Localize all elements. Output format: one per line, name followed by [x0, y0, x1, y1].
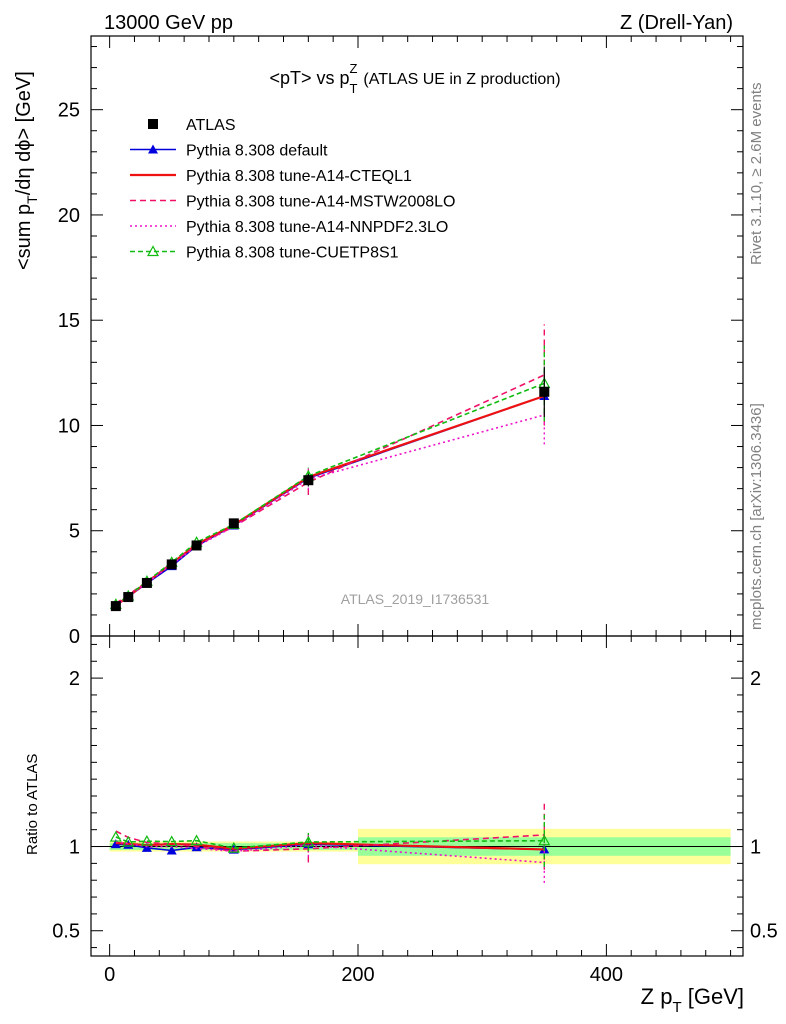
- ratio-series-line-3: [115, 840, 545, 864]
- y-axis-label: <sum pT/dη dϕ> [GeV]: [13, 71, 40, 270]
- ratio-panel: 0 200 400 0.5 0.5 1 1 2 2: [52, 635, 778, 986]
- ratio-series-point-4: [140, 834, 153, 846]
- ratio-series-point-4: [109, 830, 122, 842]
- legend: ATLAS Pythia 8.308 default Pythia 8.308 tu…: [130, 117, 455, 262]
- ratio-series-line-0: [115, 843, 545, 852]
- legend-label: Pythia 8.308 tune-A14-CTEQL1: [186, 168, 412, 185]
- data-point: [191, 540, 202, 551]
- legend-label: Pythia 8.308 default: [186, 143, 328, 160]
- x-tick-label: 400: [590, 964, 623, 986]
- ratio-y-tick-label: 2: [69, 668, 80, 690]
- ratio-series-line-2: [115, 830, 545, 853]
- x-tick-label: 0: [104, 964, 115, 986]
- legend-label: ATLAS: [186, 117, 236, 134]
- data-point: [228, 518, 239, 529]
- data-point: [539, 386, 550, 397]
- mcplots-label: mcplots.cern.ch [arXiv:1306.3436]: [748, 403, 765, 630]
- header-left-label: 13000 GeV pp: [104, 12, 233, 34]
- series-line-4: [115, 382, 545, 606]
- y-tick-label: 10: [58, 415, 80, 437]
- y-tick-label: 20: [58, 205, 80, 227]
- y-tick-label: 25: [58, 100, 80, 122]
- y-tick-label: 5: [69, 521, 80, 543]
- y-tick-label: 0: [69, 626, 80, 648]
- ratio-series-point-4: [122, 835, 135, 847]
- data-point: [303, 475, 314, 486]
- legend-marker-data: [148, 119, 158, 129]
- rivet-version-label: Rivet 3.1.10, ≥ 2.6M events: [748, 83, 765, 266]
- legend-marker-4: [146, 245, 160, 257]
- chart-title: <pT> vs pZ T(ATLAS UE in Z production): [269, 61, 560, 96]
- main-frame: [90, 35, 744, 637]
- ratio-series-point-0: [141, 842, 152, 852]
- data-point: [123, 592, 134, 603]
- x-tick-label: 200: [341, 964, 374, 986]
- ratio-series-point-4: [165, 835, 178, 847]
- ratio-y-tick-label: 1: [750, 837, 761, 859]
- legend-label: Pythia 8.308 tune-A14-MSTW2008LO: [186, 194, 455, 211]
- ratio-series-point-4: [302, 835, 315, 847]
- x-axis-label: Z pT [GeV]: [641, 984, 744, 1016]
- ratio-y-axis-label: Ratio to ATLAS: [24, 754, 41, 855]
- data-point: [166, 559, 177, 570]
- data-point: [141, 577, 152, 588]
- ratio-series-point-4: [227, 841, 240, 853]
- ratio-series-point-4: [190, 834, 203, 846]
- main-panel: 0 5 10 15 20 25: [58, 35, 744, 648]
- legend-label: Pythia 8.308 tune-CUETP8S1: [186, 245, 399, 262]
- analysis-watermark: ATLAS_2019_I1736531: [341, 591, 490, 607]
- ratio-frame: [90, 635, 744, 957]
- data-point: [110, 601, 121, 612]
- ratio-y-tick-label: 2: [750, 668, 761, 690]
- legend-label: Pythia 8.308 tune-A14-NNPDF2.3LO: [186, 219, 448, 236]
- legend-marker-0: [148, 144, 158, 154]
- header-right-label: Z (Drell-Yan): [620, 12, 733, 34]
- series-line-1: [115, 394, 545, 607]
- y-tick-label: 15: [58, 310, 80, 332]
- ratio-series-point-4: [538, 834, 551, 846]
- ratio-series-point-0: [166, 845, 177, 855]
- ratio-y-tick-label: 0.5: [750, 921, 778, 943]
- series-line-2: [115, 374, 545, 605]
- ratio-y-tick-label: 0.5: [52, 921, 80, 943]
- ratio-y-tick-label: 1: [69, 837, 80, 859]
- series-line-0: [115, 395, 545, 607]
- series-line-3: [115, 414, 545, 606]
